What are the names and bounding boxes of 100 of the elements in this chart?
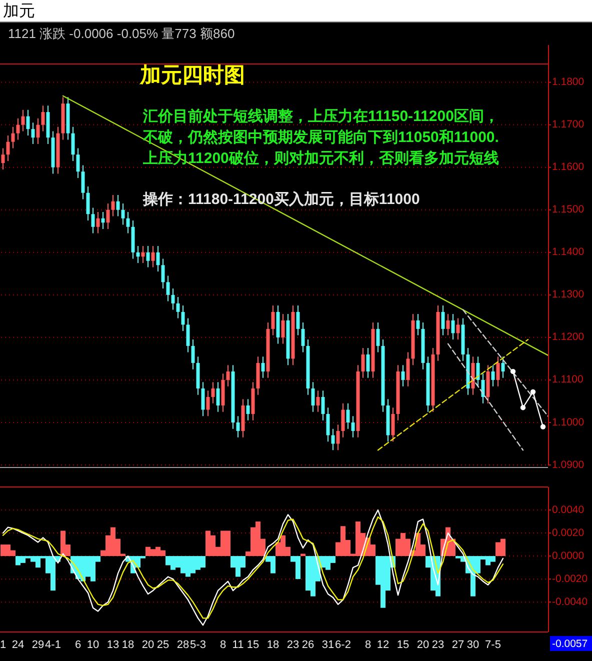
x-tick-label: 5-3 <box>190 639 206 651</box>
candlestick <box>441 305 445 336</box>
text: 1121 涨跌 -0.0006 -0.05% 量773 额860 <box>8 26 235 41</box>
candlestick <box>366 348 370 378</box>
text: 加元 <box>3 2 35 20</box>
candlestick <box>416 314 420 336</box>
x-tick-label: 23 <box>286 639 300 651</box>
candlestick <box>156 246 160 272</box>
candlestick <box>311 382 315 412</box>
candlestick <box>11 126 15 149</box>
x-tick-label: 18 <box>266 639 280 651</box>
y-tick-label: 0.0040 <box>552 504 584 516</box>
y-tick-label: 1.1700 <box>552 118 584 131</box>
candlestick <box>226 364 230 387</box>
candlestick <box>166 275 170 302</box>
x-tick-label: 13 <box>106 639 120 651</box>
candlestick <box>16 118 20 140</box>
y-tick-label: 0.0020 <box>552 526 584 539</box>
y-tick-label: 1.0900 <box>552 458 584 471</box>
candlestick <box>401 364 405 387</box>
x-tick-label: 10 <box>86 639 100 651</box>
y-tick-label: 1.1000 <box>552 416 584 428</box>
candlestick <box>451 314 455 340</box>
bar <box>300 554 306 556</box>
candlestick <box>406 352 410 387</box>
annotation: 不破，仍然按图中预期发展可能向下到11050和11000. <box>142 129 499 146</box>
candlestick <box>21 109 25 132</box>
x-tick-label: 11 <box>232 639 244 651</box>
candlestick <box>211 382 215 404</box>
candlestick <box>446 314 450 336</box>
y-tick-label: 1.1200 <box>552 331 584 344</box>
candlestick <box>81 164 85 200</box>
candlestick <box>351 416 355 438</box>
candlestick <box>326 407 330 442</box>
x-tick-label: 7-5 <box>485 639 501 651</box>
x-tick-label: 6 <box>74 639 82 651</box>
y-tick-label: -0.0020 <box>552 572 588 585</box>
point <box>530 389 536 394</box>
candlestick <box>41 105 45 132</box>
candlestick <box>6 134 10 162</box>
candlestick <box>281 314 285 344</box>
x-tick-label: 8 <box>364 639 372 651</box>
candlestick <box>271 305 275 336</box>
candlestick <box>26 109 30 136</box>
candlestick <box>121 202 125 226</box>
candlestick <box>86 186 90 221</box>
candlestick <box>191 339 195 370</box>
candlestick <box>116 194 120 217</box>
candlestick <box>261 356 265 378</box>
candlestick <box>71 126 75 162</box>
x-tick-label: 29 <box>32 639 44 651</box>
candlestick <box>336 424 340 451</box>
x-tick-label: 8 <box>220 639 226 651</box>
candlestick <box>136 246 140 264</box>
point <box>540 424 546 430</box>
candlestick <box>391 407 395 442</box>
x-tick-label: 28 <box>176 639 190 651</box>
y-tick-label: 1.1800 <box>552 76 584 88</box>
candlestick <box>316 390 320 412</box>
x-tick-label: 20 <box>142 639 154 651</box>
x-tick-label: 20 <box>416 639 430 651</box>
candlestick <box>76 148 80 178</box>
candlestick <box>206 390 210 417</box>
x-tick-label: 1 <box>0 639 6 651</box>
point <box>520 404 526 410</box>
candlestick <box>341 402 345 438</box>
candlestick <box>1 148 5 170</box>
candlestick <box>151 246 155 268</box>
candlestick <box>361 348 365 378</box>
annotation: 汇价目前处于短线调整，上压力在11150-11200区间， <box>142 108 499 125</box>
candlestick <box>496 356 500 387</box>
candlestick <box>96 211 100 234</box>
candlestick <box>321 390 325 421</box>
x-tick-label: 4-1 <box>45 639 61 651</box>
candlestick <box>246 398 250 421</box>
candlestick <box>501 356 505 378</box>
candlestick <box>346 402 350 430</box>
candlestick <box>36 118 40 144</box>
candlestick <box>181 305 185 332</box>
x-tick-label: 15 <box>396 639 410 651</box>
x-tick-label: 30 <box>466 639 480 651</box>
point <box>510 368 516 374</box>
candlestick <box>236 416 240 438</box>
y-tick-label: 0.0000 <box>552 550 584 562</box>
y-tick-label: 1.1500 <box>552 204 584 216</box>
y-tick-label: 1.1400 <box>552 246 584 258</box>
x-tick-label: 18 <box>122 639 134 651</box>
chart-title: 加元四时图 <box>139 64 245 87</box>
candlestick <box>331 428 335 451</box>
x-tick-label: 6-2 <box>335 639 351 651</box>
candlestick <box>171 288 175 310</box>
candlestick <box>31 122 35 144</box>
text: -0.0057 <box>552 638 588 650</box>
x-tick-label: 26 <box>302 639 314 651</box>
candlestick <box>111 194 115 217</box>
x-tick-label: 24 <box>12 639 24 651</box>
candlestick <box>106 202 110 230</box>
x-tick-label: 23 <box>432 639 444 651</box>
y-tick-label: 1.1600 <box>552 161 584 174</box>
candlestick <box>216 382 220 412</box>
